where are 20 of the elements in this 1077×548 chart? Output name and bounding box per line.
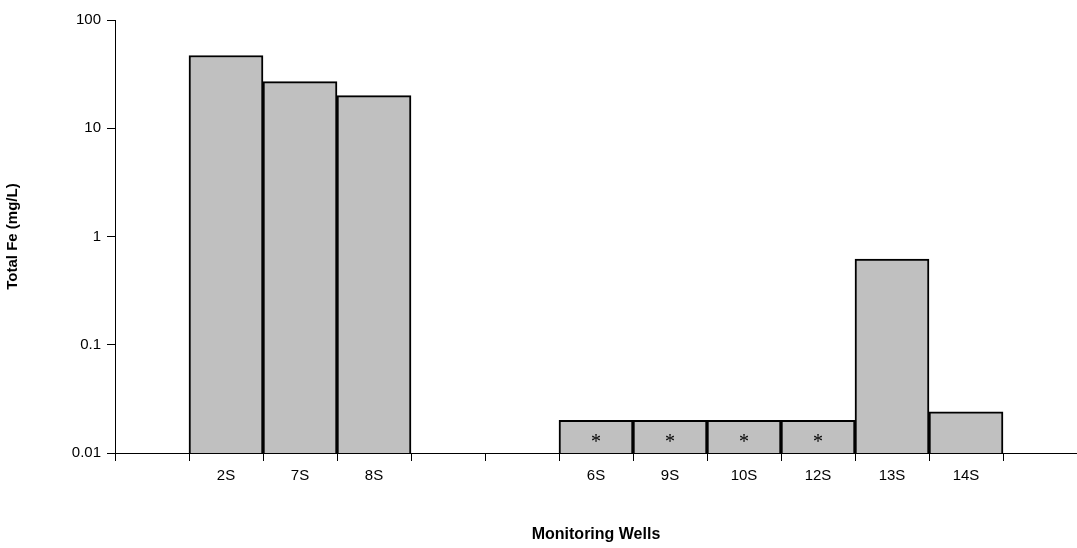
y-tick-label: 0.01 <box>71 443 101 461</box>
data-label: * <box>739 429 749 452</box>
x-tick-label: 14S <box>952 466 980 484</box>
x-axis-title: Monitoring Wells <box>531 524 661 542</box>
y-axis-title: Total Fe (mg/L) <box>3 183 21 290</box>
y-tick-label: 0.1 <box>80 334 101 352</box>
x-tick-label: 9S <box>660 466 680 484</box>
y-tick-label: 100 <box>75 10 101 28</box>
x-tick-label: 2S <box>216 466 236 484</box>
x-tick-label: 8S <box>364 466 384 484</box>
data-label: * <box>665 429 675 452</box>
x-tick-label: 12S <box>804 466 832 484</box>
x-tick-label: 7S <box>290 466 310 484</box>
data-label: * <box>591 429 601 452</box>
x-tick-label: 10S <box>730 466 758 484</box>
x-tick-label: 13S <box>878 466 906 484</box>
y-tick-label: 1 <box>92 226 101 244</box>
data-label: * <box>813 429 823 452</box>
y-tick-label: 10 <box>84 118 101 136</box>
x-tick-label: 6S <box>586 466 606 484</box>
